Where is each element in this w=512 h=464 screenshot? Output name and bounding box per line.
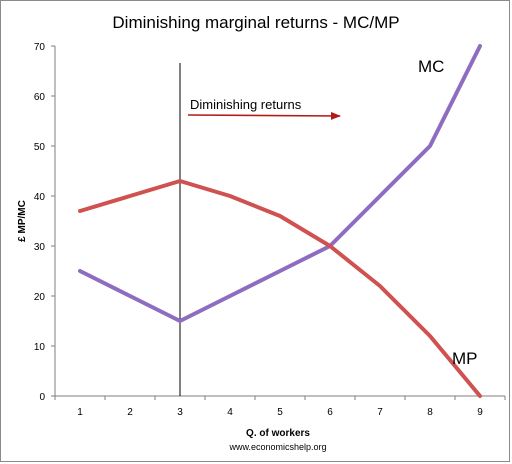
x-axis-ticks: 1 2 3 4 5 6 7 8 9 bbox=[54, 396, 506, 418]
x-tick-label: 4 bbox=[227, 407, 233, 418]
source-credit: www.economicshelp.org bbox=[228, 442, 326, 452]
diminishing-returns-label: Diminishing returns bbox=[190, 97, 302, 112]
x-tick-label: 8 bbox=[427, 407, 433, 418]
x-tick-label: 9 bbox=[477, 407, 483, 418]
y-tick-label: 70 bbox=[34, 42, 46, 53]
x-tick-label: 2 bbox=[127, 407, 133, 418]
x-tick-label: 1 bbox=[77, 407, 83, 418]
x-tick-label: 3 bbox=[177, 407, 183, 418]
y-axis-label: £ MP/MC bbox=[17, 200, 28, 242]
y-tick-label: 40 bbox=[34, 192, 46, 203]
y-tick-label: 30 bbox=[34, 242, 46, 253]
mc-curve-label: MC bbox=[418, 57, 444, 76]
series-lines bbox=[78, 44, 482, 398]
x-tick-label: 5 bbox=[277, 407, 283, 418]
mp-curve-label: MP bbox=[452, 349, 478, 368]
y-axis-ticks: 0 10 20 30 40 50 60 70 bbox=[34, 42, 55, 403]
x-axis-label: Q. of workers bbox=[246, 428, 310, 439]
y-tick-label: 10 bbox=[34, 342, 46, 353]
y-tick-label: 50 bbox=[34, 142, 46, 153]
y-tick-label: 60 bbox=[34, 92, 46, 103]
diminishing-returns-arrow bbox=[187, 111, 341, 120]
x-tick-label: 6 bbox=[327, 407, 333, 418]
mp-series-line bbox=[78, 179, 482, 398]
y-tick-label: 0 bbox=[39, 392, 45, 403]
chart-title: Diminishing marginal returns - MC/MP bbox=[112, 13, 399, 32]
x-tick-label: 7 bbox=[377, 407, 383, 418]
y-tick-label: 20 bbox=[34, 292, 46, 303]
mc-series-line bbox=[78, 44, 482, 323]
